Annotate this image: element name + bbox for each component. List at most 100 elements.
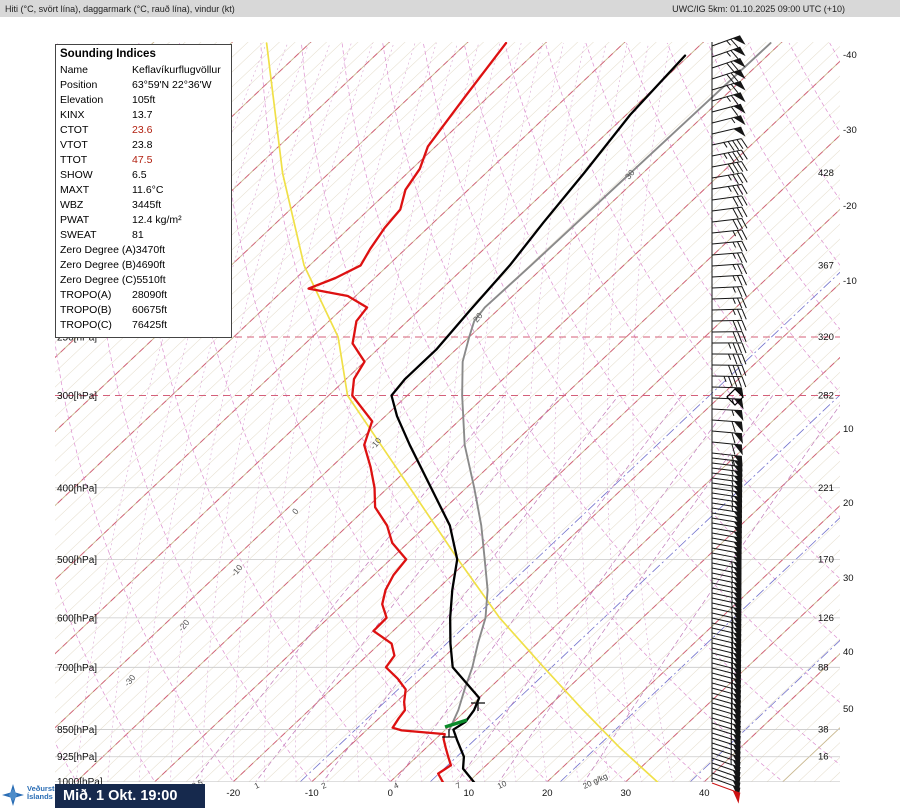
index-value: 81 — [132, 229, 144, 241]
index-row-Zero-Degree-B-: Zero Degree (B) 4690ft — [60, 258, 228, 273]
pressure-axis-label: 400[hPa] — [57, 483, 97, 494]
right-temp-label: -10 — [843, 276, 857, 287]
index-row-Name: Name Keflavíkurflugvöllur — [60, 63, 228, 78]
index-label: TTOT — [60, 154, 88, 166]
height-axis-label: 367 — [818, 260, 834, 271]
mixing-ratio-label: 1 — [253, 781, 261, 791]
index-label: TROPO(A) — [60, 289, 112, 301]
index-label: PWAT — [60, 214, 90, 226]
index-row-Position: Position 63°59'N 22°36'W — [60, 78, 228, 93]
index-label: SHOW — [60, 169, 93, 181]
index-label: Zero Degree (B) — [60, 259, 136, 271]
index-row-VTOT: VTOT 23.8 — [60, 138, 228, 153]
index-row-KINX: KINX 13.7 — [60, 108, 228, 123]
right-temp-label: 20 — [843, 498, 854, 509]
index-label: Zero Degree (C) — [60, 274, 137, 286]
index-value: 63°59'N 22°36'W — [132, 79, 212, 91]
pressure-axis-label: 1000[hPa] — [57, 777, 103, 788]
wind-barbs-column — [711, 35, 748, 804]
height-axis-label: 320 — [818, 332, 834, 343]
pressure-axis-label: 250[hPa] — [57, 333, 97, 344]
right-temp-label: 40 — [843, 647, 854, 658]
index-row-TROPO-C-: TROPO(C) 76425ft — [60, 318, 228, 333]
index-row-SHOW: SHOW 6.5 — [60, 168, 228, 183]
index-row-Elevation: Elevation 105ft — [60, 93, 228, 108]
index-value: 28090ft — [132, 289, 168, 301]
vedurstofa-logo: Veðurstofa Íslands — [2, 783, 66, 808]
mixing-ratio-label: 20 g/kg — [581, 772, 609, 791]
bottom-temp-label: 0 — [388, 788, 393, 799]
bottom-temp-label: 10 — [464, 788, 475, 799]
right-temp-label: 10 — [843, 424, 854, 435]
pressure-axis-label: 700[hPa] — [57, 663, 97, 674]
index-value: 13.7 — [132, 109, 153, 121]
index-row-WBZ: WBZ 3445ft — [60, 198, 228, 213]
grid-pressure-lines — [55, 336, 840, 782]
right-temp-label: 50 — [843, 704, 854, 715]
index-row-TROPO-A-: TROPO(A) 28090ft — [60, 288, 228, 303]
level-markers — [442, 702, 485, 738]
index-value: 4690ft — [135, 259, 166, 271]
dewpoint-curve — [307, 42, 508, 782]
right-temp-label: -20 — [843, 201, 857, 212]
mixing-ratio-label: 4 — [392, 781, 400, 791]
index-label: Elevation — [60, 94, 104, 106]
index-label: Position — [60, 79, 98, 91]
reference-curve — [265, 42, 659, 782]
index-label: KINX — [60, 109, 85, 121]
index-label: MAXT — [60, 184, 90, 196]
height-axis-label: 221 — [818, 483, 834, 494]
index-label: TROPO(C) — [60, 319, 112, 331]
valid-time-bar: Mið. 1 Okt. 19:00 — [55, 784, 205, 808]
inline-grid-label: -10 — [368, 435, 384, 451]
pressure-axis-label: 300[hPa] — [57, 391, 97, 402]
index-value: 105ft — [132, 94, 156, 106]
header-legend: Hiti (°C, svört lína), daggarmark (°C, r… — [5, 3, 235, 14]
index-row-TTOT: TTOT 47.5 — [60, 153, 228, 168]
parcel-curve — [448, 42, 772, 731]
right-temp-label: -40 — [843, 50, 857, 61]
height-axis-label: 126 — [818, 613, 834, 624]
index-row-PWAT: PWAT 12.4 kg/m² — [60, 213, 228, 228]
index-value: 12.4 kg/m² — [132, 214, 182, 226]
mixing-ratio-label: 7 — [454, 781, 462, 791]
pressure-axis-label: 500[hPa] — [57, 555, 97, 566]
indices-table: Name Keflavíkurflugvöllur Position 63°59'N … — [60, 63, 228, 333]
compass-star-icon — [2, 784, 24, 806]
inline-grid-label: -10 — [229, 562, 245, 578]
right-temp-label: -30 — [843, 125, 857, 136]
axis-labels: 250[hPa] 300[hPa] 400[hPa] 500[hPa] 600[hPa]… — [57, 50, 857, 799]
index-value: 60675ft — [132, 304, 168, 316]
index-row-TROPO-B-: TROPO(B) 60675ft — [60, 303, 228, 318]
index-row-Zero-Degree-C-: Zero Degree (C) 5510ft — [60, 273, 228, 288]
index-row-SWEAT: SWEAT 81 — [60, 228, 228, 243]
bottom-temp-label: -10 — [305, 788, 319, 799]
index-value: 76425ft — [132, 319, 168, 331]
valid-time-label: Mið. 1 Okt. 19:00 — [63, 788, 178, 804]
index-label: Name — [60, 64, 89, 76]
index-label: Zero Degree (A) — [60, 244, 136, 256]
inline-grid-label: -30 — [122, 672, 138, 688]
bottom-temp-label: 20 — [542, 788, 553, 799]
index-label: SWEAT — [60, 229, 97, 241]
logo-text: Veðurstofa Íslands — [27, 784, 66, 801]
index-label: WBZ — [60, 199, 84, 211]
sounding-indices-panel: Sounding Indices Name Keflavíkurflugvöllu… — [55, 44, 232, 338]
index-value: 6.5 — [132, 169, 147, 181]
bottom-temp-label: 40 — [699, 788, 710, 799]
index-value: 23.8 — [132, 139, 153, 151]
inline-grid-label: 0 — [290, 506, 301, 516]
index-value: Keflavíkurflugvöllur — [132, 64, 221, 76]
index-value: 5510ft — [136, 274, 166, 286]
pressure-axis-label: 600[hPa] — [57, 613, 97, 624]
index-row-Zero-Degree-A-: Zero Degree (A) 3470ft — [60, 243, 228, 258]
index-label: CTOT — [60, 124, 89, 136]
index-row-MAXT: MAXT 11.6°C — [60, 183, 228, 198]
mixing-ratio-label: 10 — [496, 779, 508, 791]
index-value: 23.6 — [132, 124, 153, 136]
header-bar: Hiti (°C, svört lína), daggarmark (°C, r… — [0, 0, 900, 17]
index-value: 3470ft — [135, 244, 166, 256]
index-value: 11.6°C — [132, 184, 164, 196]
